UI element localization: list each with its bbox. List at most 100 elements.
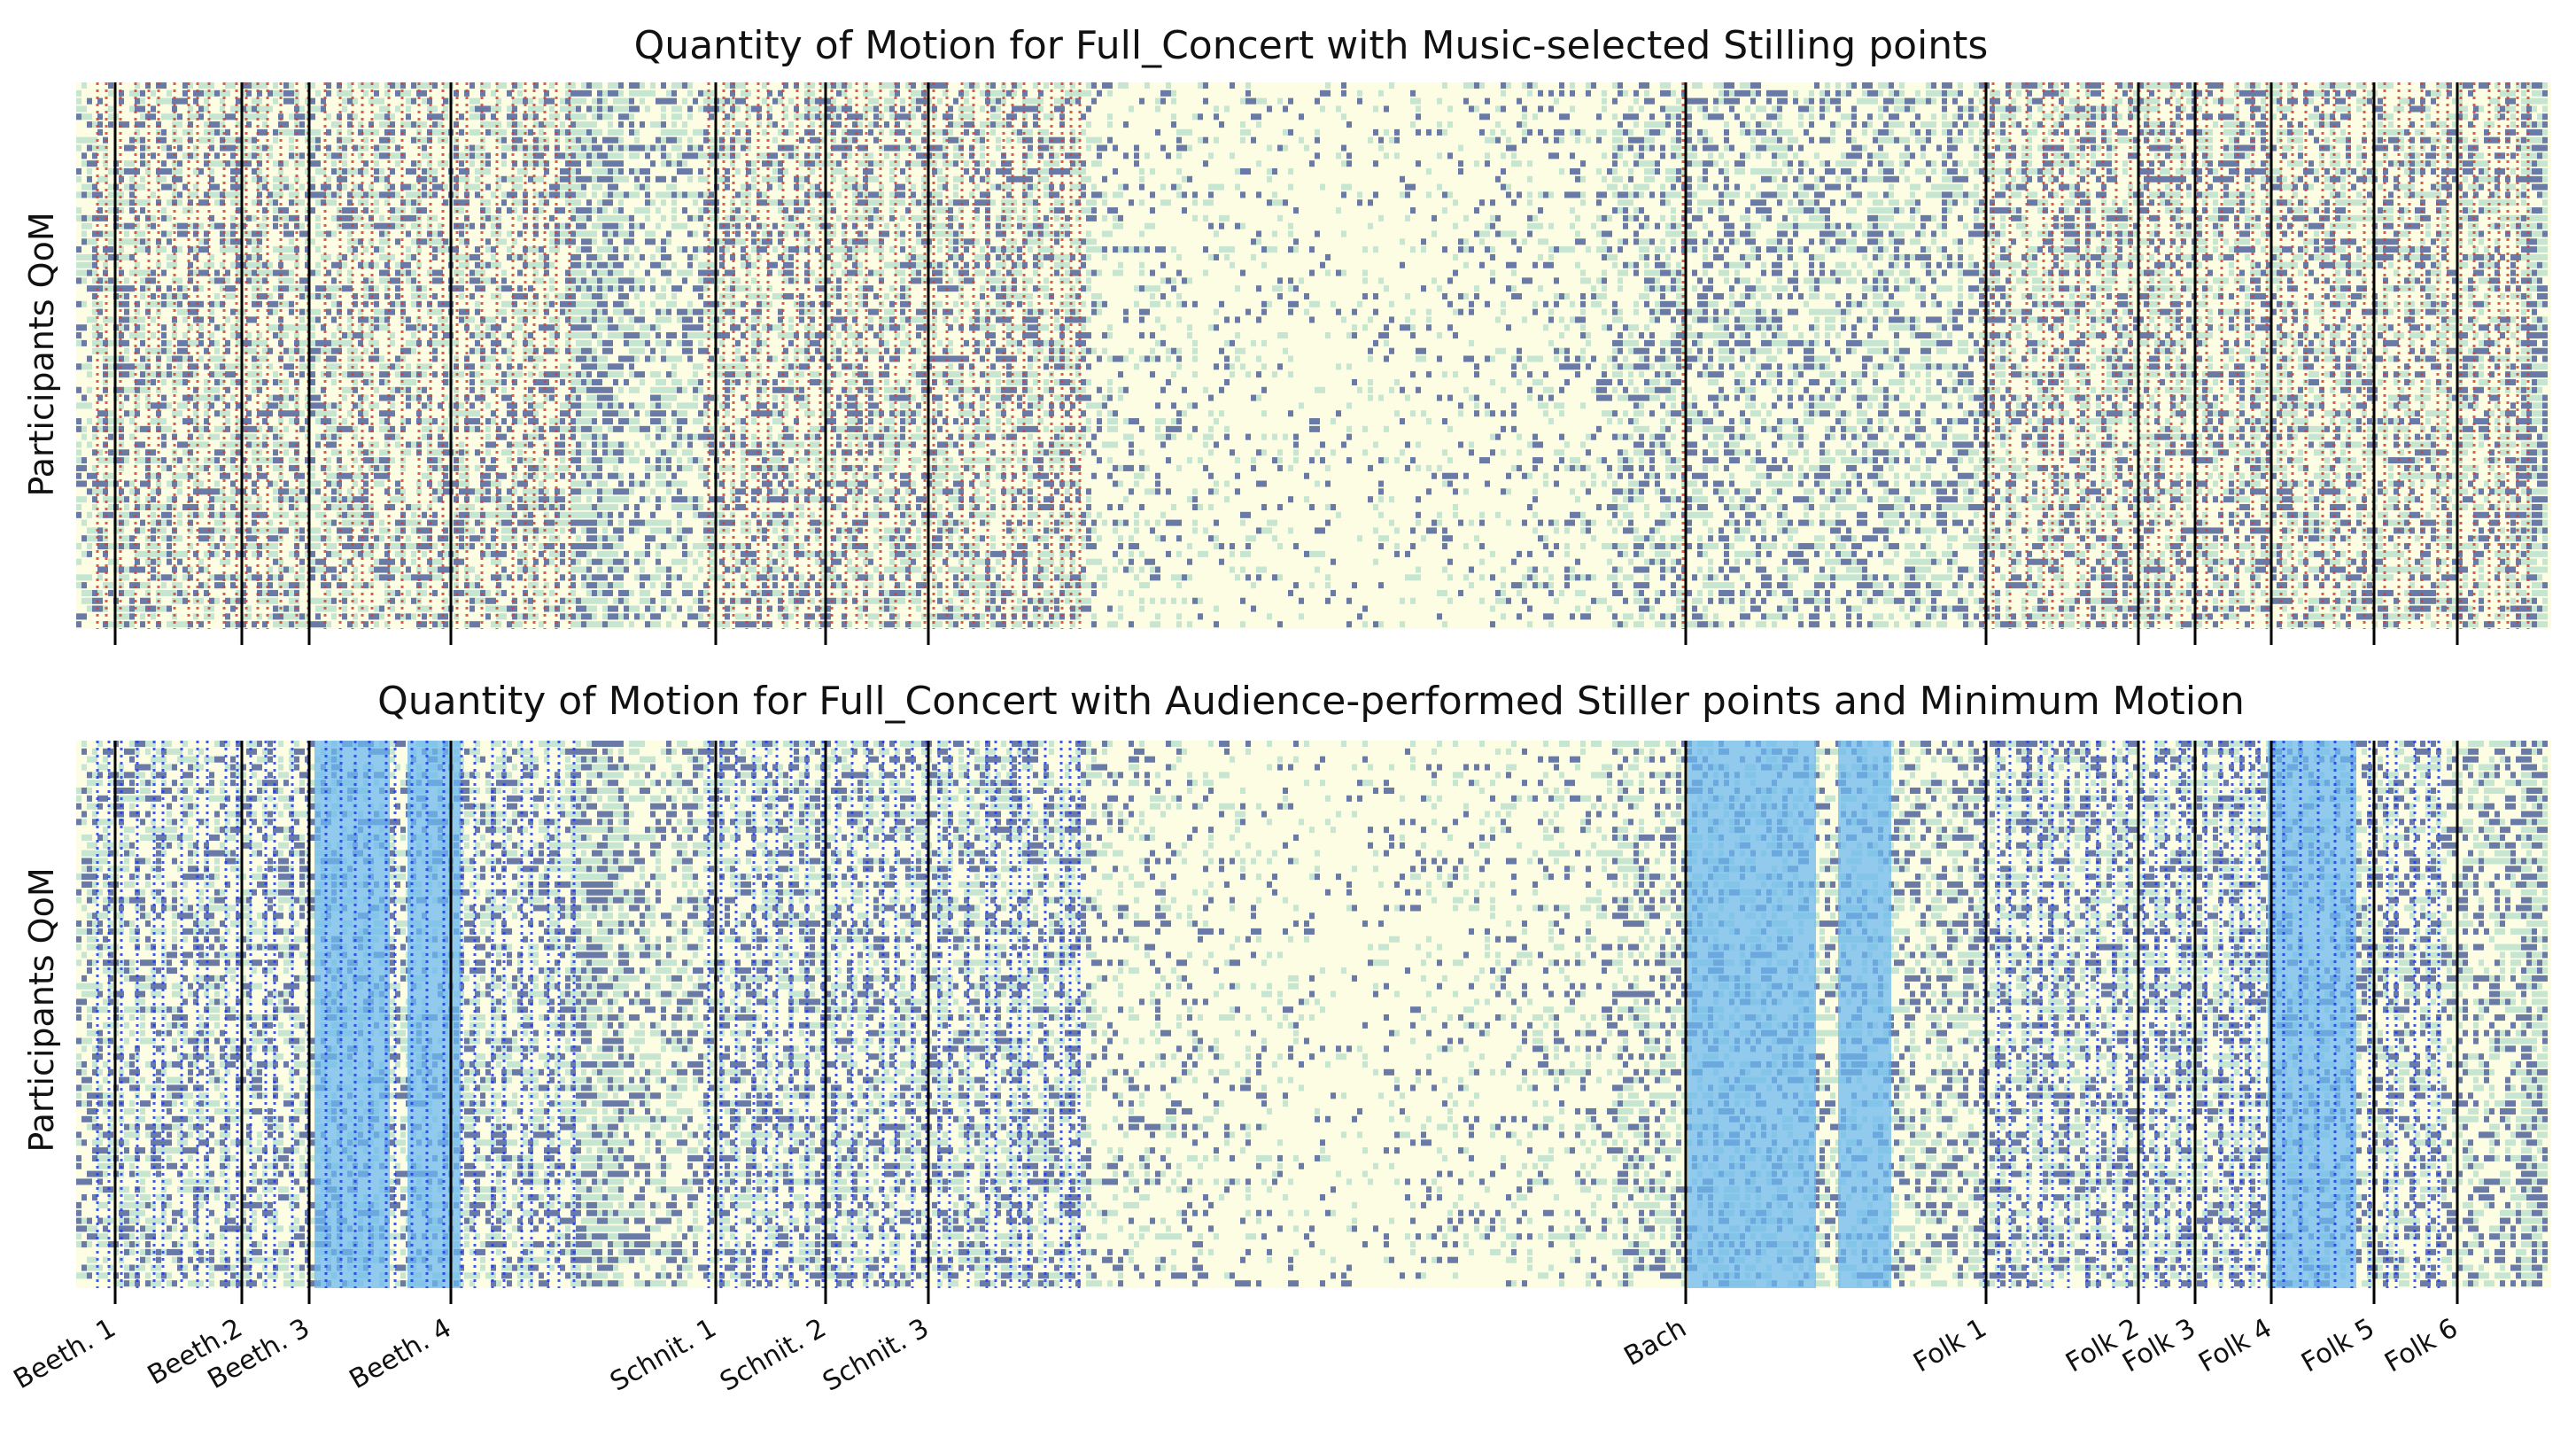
heatmap-cell-mid: [2473, 160, 2479, 167]
heatmap-cell-high: [1782, 97, 1788, 105]
heatmap-cell-high: [943, 113, 948, 120]
heatmap-cell-high: [1788, 246, 1793, 253]
heatmap-cell-mid: [198, 222, 204, 229]
heatmap-cell-high: [2069, 214, 2075, 221]
heatmap-cell-high: [645, 238, 650, 245]
heatmap-cell-mid: [411, 222, 416, 229]
heatmap-cell-high: [374, 175, 379, 183]
heatmap-cell-mid: [1288, 230, 1293, 237]
heatmap-cell-mid: [1623, 144, 1628, 151]
heatmap-cell-mid: [241, 113, 246, 120]
heatmap-cell-mid: [1995, 128, 2000, 136]
heatmap-cell-high: [1006, 175, 1012, 183]
heatmap-cell-mid: [2367, 89, 2372, 97]
heatmap-cell-mid: [2234, 199, 2239, 206]
heatmap-cell-high: [815, 97, 820, 105]
heatmap-cell-mid: [1437, 121, 1442, 128]
heatmap-cell-mid: [1214, 230, 1219, 237]
heatmap-cell-mid: [560, 238, 565, 245]
heatmap-cell-high: [310, 207, 315, 214]
heatmap-cell-high: [1793, 222, 1798, 229]
heatmap-cell-high: [140, 238, 145, 245]
heatmap-cell-mid: [634, 183, 640, 190]
heatmap-cell-mid: [2186, 167, 2192, 175]
heatmap-cell-high: [358, 238, 363, 245]
heatmap-cell-high: [1889, 167, 1894, 175]
heatmap-cell-high: [1192, 191, 1198, 198]
heatmap-cell-mid: [2213, 199, 2218, 206]
heatmap-cell-mid: [2293, 175, 2298, 183]
heatmap-cell-high: [432, 183, 438, 190]
heatmap-cell-mid: [1788, 199, 1793, 206]
heatmap-cell-mid: [1283, 128, 1288, 136]
heatmap-cell-mid: [374, 191, 379, 198]
heatmap-cell-mid: [97, 199, 103, 206]
heatmap-cell-mid: [438, 238, 443, 245]
heatmap-cell-high: [1708, 144, 1713, 151]
heatmap-cell-high: [1883, 128, 1889, 136]
heatmap-cell-high: [374, 167, 379, 175]
heatmap-cell-mid: [1166, 82, 1171, 89]
heatmap-cell-high: [1485, 97, 1490, 105]
heatmap-cell-high: [2101, 191, 2107, 198]
heatmap-cell-high: [438, 230, 443, 237]
heatmap-cell-high: [762, 246, 767, 253]
heatmap-cell-mid: [1910, 199, 1915, 206]
heatmap-cell-high: [1522, 136, 1527, 144]
heatmap-cell-high: [2250, 167, 2255, 175]
heatmap-cell-mid: [687, 136, 693, 144]
heatmap-cell-mid: [1814, 207, 1819, 214]
heatmap-cell-high: [1171, 121, 1176, 128]
heatmap-cell-mid: [1899, 167, 1905, 175]
heatmap-cell-high: [2112, 175, 2117, 183]
heatmap-cell-high: [1479, 128, 1485, 136]
heatmap-cell-mid: [2436, 183, 2441, 190]
heatmap-cell-mid: [1809, 222, 1814, 229]
heatmap-cell-high: [613, 183, 618, 190]
heatmap-cell-high: [177, 191, 182, 198]
heatmap-cell-mid: [2011, 82, 2016, 89]
heatmap-cell-high: [618, 160, 624, 167]
heatmap-cell-high: [374, 89, 379, 97]
heatmap-cell-high: [485, 105, 491, 113]
heatmap-cell-mid: [815, 222, 820, 229]
heatmap-cell-mid: [602, 214, 608, 221]
heatmap-cell-mid: [868, 238, 873, 245]
heatmap-cell-high: [1676, 167, 1681, 175]
heatmap-cell-high: [2362, 175, 2367, 183]
heatmap-cell-high: [2394, 238, 2399, 245]
heatmap-cell-mid: [1384, 152, 1389, 159]
heatmap-cell-mid: [2154, 97, 2160, 105]
heatmap-cell-high: [852, 136, 857, 144]
heatmap-cell-mid: [87, 238, 92, 245]
heatmap-cell-high: [2021, 82, 2027, 89]
heatmap-cell-high: [156, 167, 161, 175]
heatmap-cell-mid: [2133, 89, 2138, 97]
heatmap-cell-mid: [1655, 121, 1660, 128]
heatmap-cell-high: [1724, 222, 1729, 229]
heatmap-cell-mid: [1022, 167, 1028, 175]
heatmap-cell-mid: [826, 160, 831, 167]
heatmap-cell-mid: [2457, 97, 2463, 105]
heatmap-cell-high: [746, 222, 751, 229]
heatmap-cell-mid: [2197, 222, 2202, 229]
heatmap-cell-mid: [347, 136, 353, 144]
heatmap-cell-mid: [92, 238, 97, 245]
heatmap-cell-high: [2223, 144, 2229, 151]
heatmap-cell-high: [2032, 97, 2037, 105]
heatmap-cell-mid: [2532, 97, 2537, 105]
heatmap-cell-mid: [916, 238, 921, 245]
heatmap-cell-mid: [480, 160, 485, 167]
heatmap-cell-mid: [783, 167, 788, 175]
heatmap-cell-mid: [262, 121, 268, 128]
heatmap-cell-high: [411, 167, 416, 175]
heatmap-cell-mid: [565, 136, 570, 144]
heatmap-cell-mid: [156, 175, 161, 183]
heatmap-cell-high: [1788, 160, 1793, 167]
heatmap-cell-high: [2261, 160, 2266, 167]
heatmap-cell-mid: [1750, 167, 1756, 175]
heatmap-cell-high: [586, 152, 592, 159]
heatmap-cell-mid: [868, 152, 873, 159]
heatmap-cell-high: [1059, 183, 1065, 190]
heatmap-cell-mid: [1798, 246, 1804, 253]
